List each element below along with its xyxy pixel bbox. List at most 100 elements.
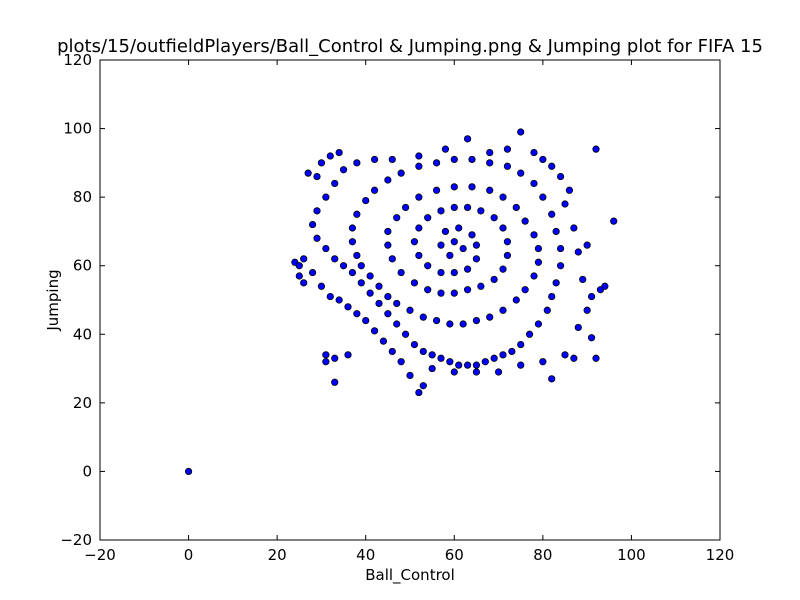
data-point (406, 371, 414, 380)
data-point (486, 313, 494, 321)
y-tick-label: 0 (82, 462, 92, 480)
data-point (379, 337, 388, 345)
data-point (570, 354, 578, 362)
data-point (317, 282, 326, 290)
data-point (410, 238, 419, 246)
data-point (300, 255, 308, 263)
data-point (339, 262, 348, 270)
data-point (499, 265, 507, 273)
data-point (428, 351, 436, 359)
data-point (486, 159, 494, 167)
data-point (450, 155, 458, 164)
data-point (459, 320, 467, 328)
data-point (517, 361, 525, 369)
data-point (401, 330, 410, 338)
data-point (432, 316, 441, 325)
plot-frame (99, 59, 721, 541)
data-point (344, 351, 352, 359)
data-point (415, 251, 423, 260)
data-point (362, 316, 370, 325)
data-point (401, 203, 410, 212)
data-point (393, 214, 401, 222)
data-point (437, 268, 445, 277)
data-point (556, 172, 565, 181)
data-point (450, 289, 458, 297)
data-point (384, 176, 392, 184)
data-point (472, 316, 481, 325)
data-point (370, 327, 379, 335)
data-point (300, 279, 308, 287)
y-tick-label: 80 (73, 188, 92, 206)
data-point (477, 282, 485, 290)
data-point (463, 286, 472, 294)
data-point (375, 299, 383, 308)
data-point (415, 224, 423, 232)
data-point (463, 361, 472, 369)
x-tick-label: 40 (356, 546, 375, 564)
data-point (548, 292, 556, 301)
data-point (552, 279, 560, 287)
data-point (472, 255, 481, 263)
data-point (322, 351, 330, 359)
data-point (468, 231, 476, 239)
data-point (530, 148, 538, 157)
data-point (322, 193, 330, 201)
data-point (486, 148, 494, 157)
data-point (384, 310, 392, 318)
data-point (548, 162, 556, 170)
data-point (570, 224, 578, 232)
data-point (357, 279, 365, 287)
data-point (375, 282, 383, 290)
data-point (574, 248, 582, 256)
data-point (556, 244, 565, 253)
data-point (592, 145, 600, 153)
data-point (512, 296, 520, 304)
x-tick-label: 80 (533, 546, 552, 564)
data-point (481, 358, 489, 366)
data-point (468, 155, 476, 164)
y-axis: −20 0 20 40 60 80 100 120 (60, 51, 720, 549)
data-point (432, 159, 441, 167)
data-point (344, 303, 352, 311)
data-point (331, 255, 339, 263)
data-point (366, 289, 374, 297)
data-point (556, 262, 565, 270)
data-point (384, 227, 392, 236)
y-tick-label: 20 (73, 394, 92, 412)
data-point (596, 286, 605, 294)
data-point (463, 265, 472, 273)
data-point (534, 258, 543, 266)
data-point (450, 183, 458, 191)
data-point (534, 244, 543, 253)
data-point (521, 217, 529, 225)
data-point (313, 172, 321, 181)
data-point (313, 207, 321, 215)
data-point (295, 272, 303, 280)
data-point (548, 210, 556, 218)
data-point (331, 179, 339, 188)
data-point (419, 347, 427, 356)
data-point (503, 145, 512, 153)
x-tick-label: −20 (84, 546, 116, 564)
data-point (587, 292, 596, 301)
data-point (468, 183, 476, 191)
data-point (450, 368, 458, 376)
data-point (503, 251, 512, 260)
data-point (322, 244, 330, 253)
data-point (499, 351, 507, 359)
data-point (592, 354, 600, 362)
data-point (552, 227, 560, 236)
data-point (397, 268, 405, 277)
data-point (397, 358, 405, 366)
data-point (419, 382, 427, 390)
data-point (415, 152, 423, 160)
data-point (508, 347, 516, 356)
data-point (561, 351, 569, 359)
data-point (587, 334, 596, 342)
data-point (446, 358, 454, 366)
data-point (534, 320, 543, 328)
x-axis-title: Ball_Control (365, 566, 455, 585)
data-point (437, 289, 445, 297)
data-point (512, 203, 520, 212)
data-point (415, 162, 423, 170)
